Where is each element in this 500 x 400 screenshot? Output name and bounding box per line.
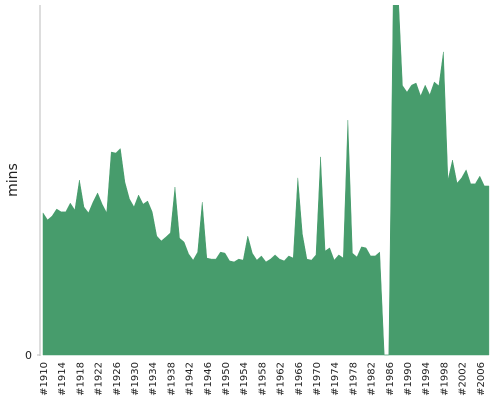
x-tick-label: #1926 bbox=[112, 362, 123, 396]
area bbox=[42, 5, 490, 356]
x-tick-label: #1946 bbox=[203, 362, 214, 396]
x-tick-label: #2006 bbox=[476, 362, 487, 396]
y-axis-label: mins bbox=[5, 163, 21, 197]
x-tick-label: #1986 bbox=[385, 362, 396, 396]
x-tick-label: #1934 bbox=[148, 362, 159, 396]
x-tick-label: #1922 bbox=[94, 362, 105, 396]
x-tick-label: #1962 bbox=[276, 362, 287, 396]
x-tick-label: #1970 bbox=[312, 362, 323, 396]
x-tick-label: #1942 bbox=[185, 362, 196, 396]
x-tick-label: #1930 bbox=[130, 362, 141, 396]
x-tick-label: #1998 bbox=[439, 362, 450, 396]
x-tick-label: #1990 bbox=[403, 362, 414, 396]
x-tick-label: #1994 bbox=[421, 362, 432, 396]
x-tick-label: #1954 bbox=[239, 362, 250, 396]
x-tick-label: #1938 bbox=[166, 362, 177, 396]
x-tick-label: #1910 bbox=[39, 362, 50, 396]
x-tick-label: #1974 bbox=[330, 362, 341, 396]
x-tick-label: #2002 bbox=[458, 362, 469, 396]
x-tick-label: #1918 bbox=[75, 362, 86, 396]
x-tick-label: #1950 bbox=[221, 362, 232, 396]
x-tick-label: #1978 bbox=[348, 362, 359, 396]
x-tick-label: #1982 bbox=[367, 362, 378, 396]
x-tick-label: #1966 bbox=[294, 362, 305, 396]
x-tick-label: #1958 bbox=[257, 362, 268, 396]
y-tick-label: 0 bbox=[25, 349, 32, 362]
x-tick-label: #1914 bbox=[57, 362, 68, 396]
